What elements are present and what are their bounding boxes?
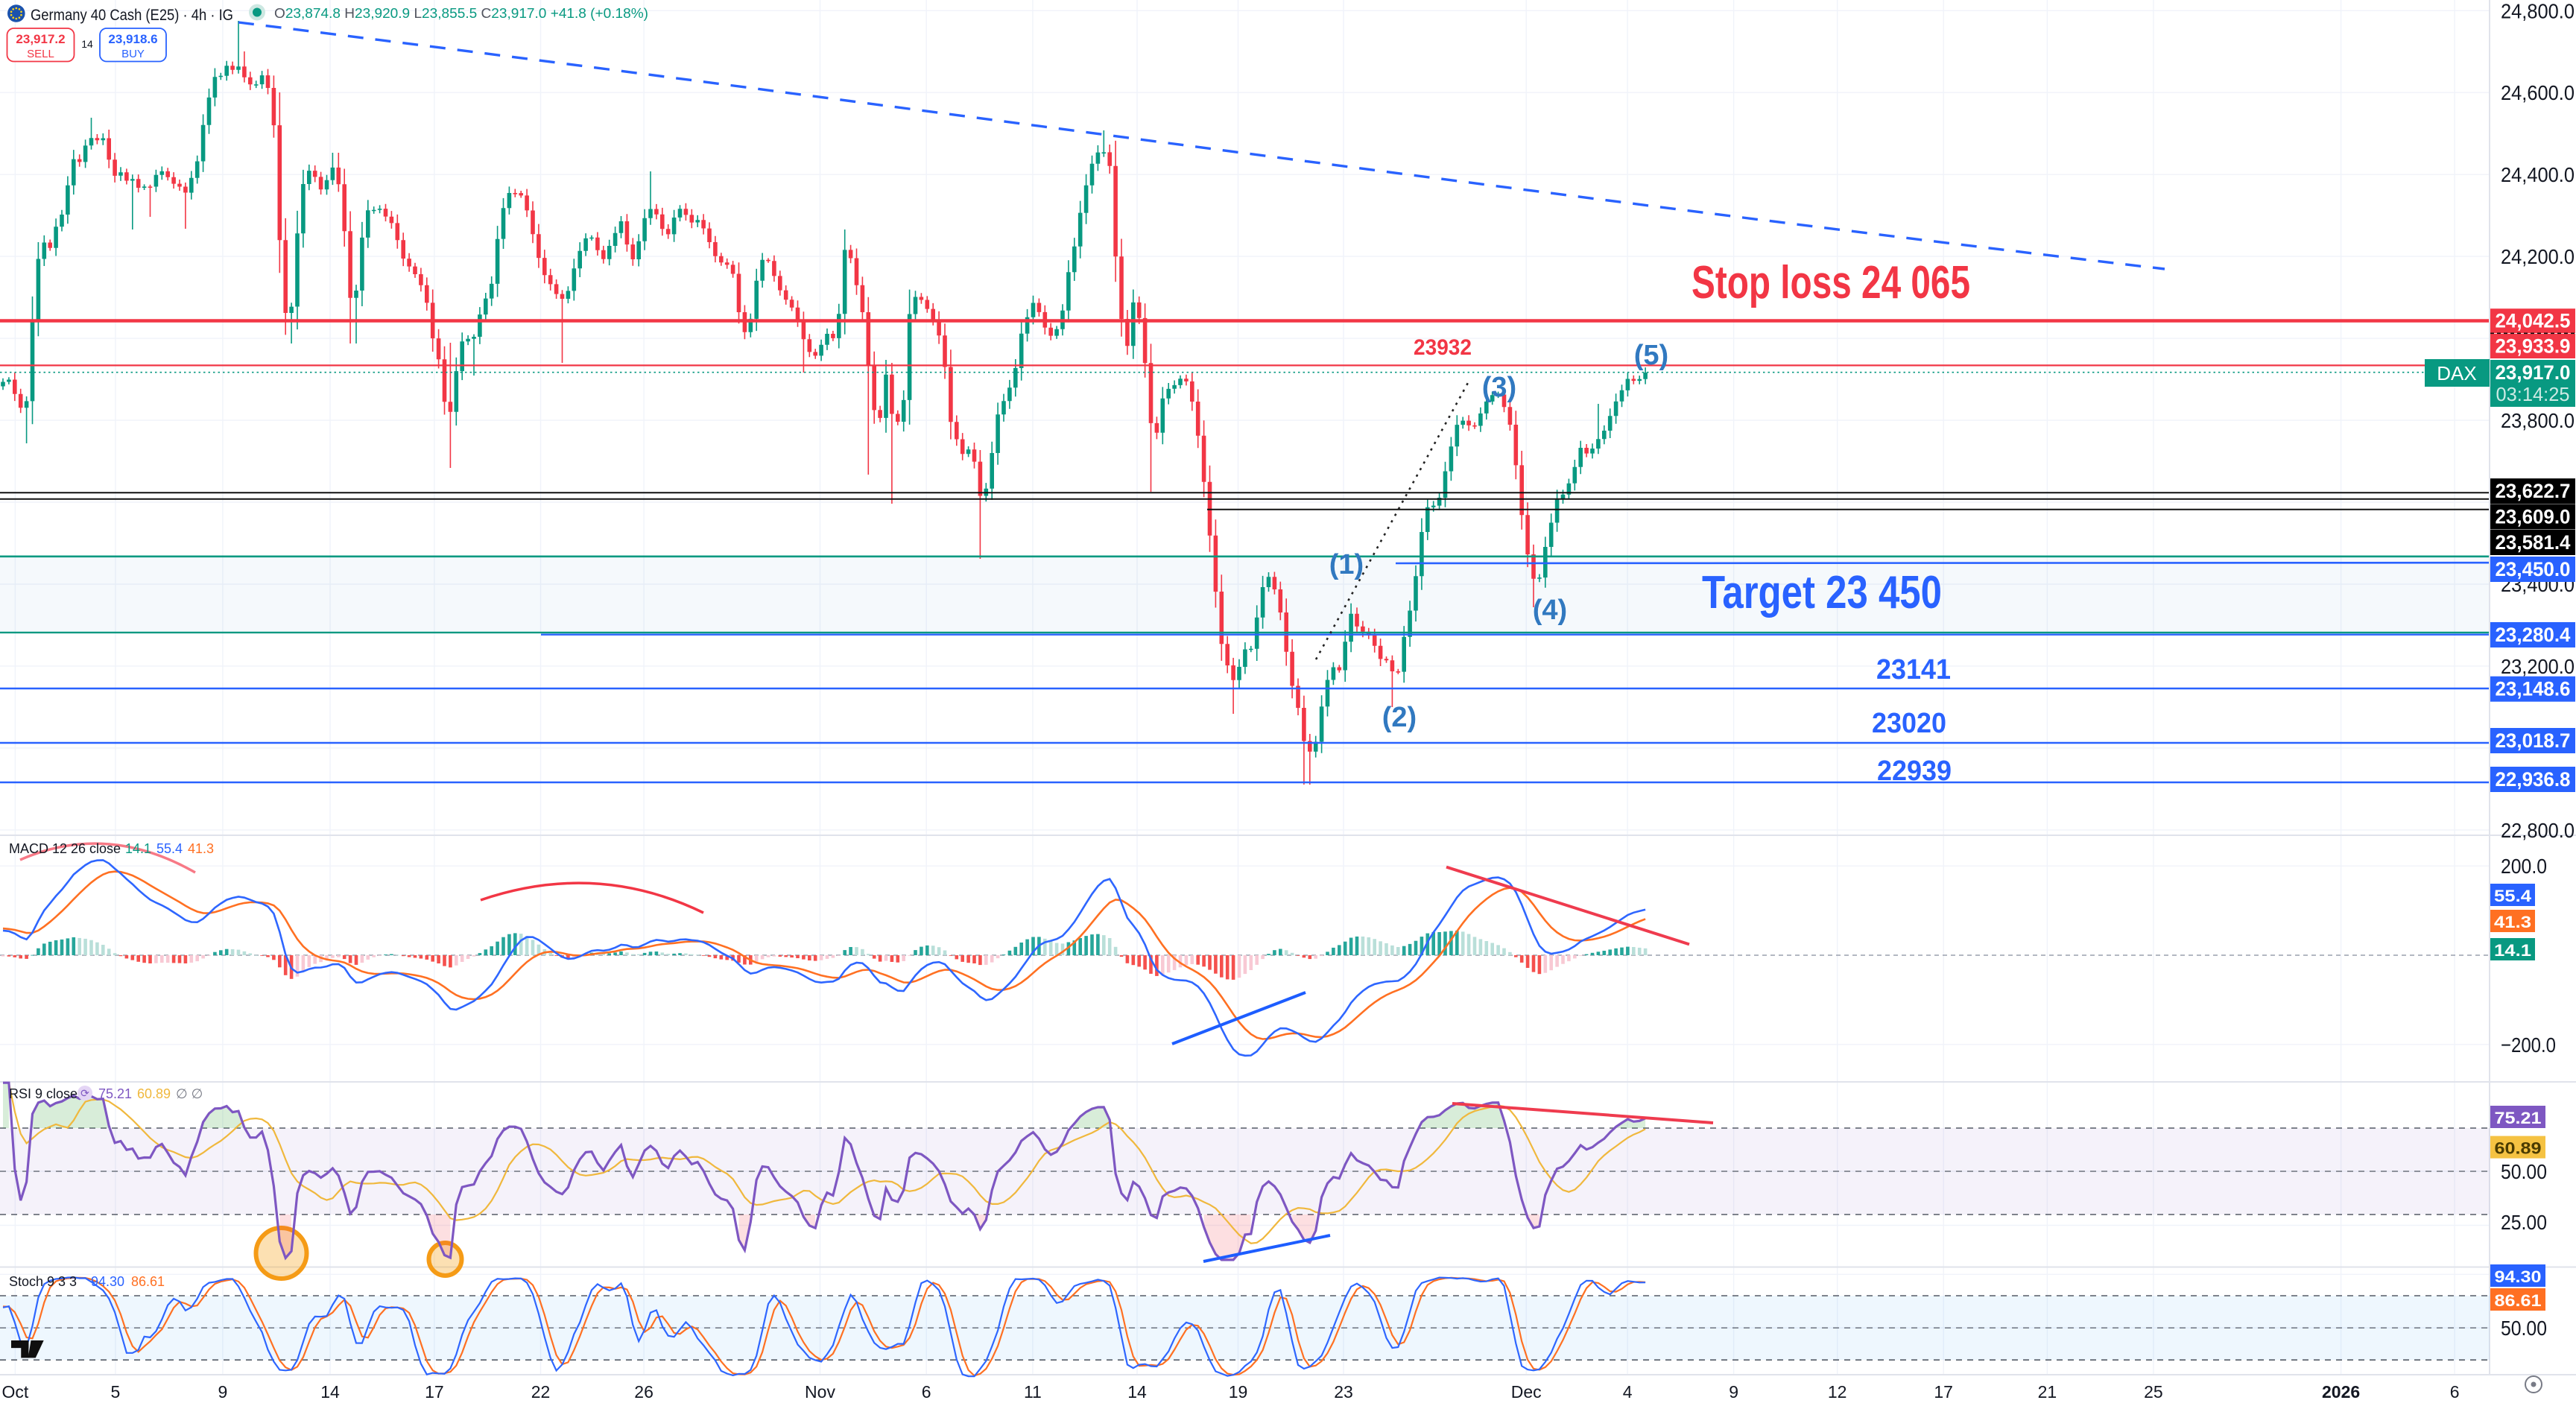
svg-text:23,200.0: 23,200.0 [2501, 655, 2575, 678]
svg-text:12: 12 [1828, 1382, 1847, 1402]
svg-text:23932: 23932 [1414, 335, 1472, 360]
svg-text:94.30: 94.30 [2495, 1267, 2542, 1286]
svg-text:RSI 9 close: RSI 9 close [9, 1086, 77, 1101]
svg-text:23,917.0: 23,917.0 [2496, 361, 2571, 384]
svg-text:14.1: 14.1 [125, 841, 151, 856]
svg-text:11: 11 [1024, 1382, 1042, 1402]
svg-text:19: 19 [1229, 1382, 1248, 1402]
svg-text:4: 4 [1623, 1382, 1633, 1402]
svg-text:23,148.6: 23,148.6 [2496, 678, 2571, 700]
svg-text:23: 23 [1334, 1382, 1353, 1402]
svg-text:23020: 23020 [1872, 708, 1946, 739]
svg-text:23,018.7: 23,018.7 [2496, 729, 2571, 752]
svg-text:23,622.7: 23,622.7 [2496, 480, 2571, 502]
svg-text:Target 23 450: Target 23 450 [1702, 567, 1942, 618]
svg-text:14.1: 14.1 [2494, 941, 2531, 960]
svg-text:MACD 12 26 close: MACD 12 26 close [9, 841, 121, 856]
svg-text:Nov: Nov [805, 1382, 835, 1402]
svg-text:25: 25 [2144, 1382, 2163, 1402]
svg-text:−200.0: −200.0 [2501, 1033, 2556, 1057]
svg-text:23,609.0: 23,609.0 [2496, 506, 2571, 528]
svg-text:(4): (4) [1533, 595, 1567, 626]
svg-text:Dec: Dec [1511, 1382, 1542, 1402]
svg-text:⟳: ⟳ [80, 1087, 89, 1099]
svg-text:(1): (1) [1329, 549, 1364, 580]
svg-text:23,450.0: 23,450.0 [2496, 558, 2571, 580]
svg-text:25.00: 25.00 [2501, 1211, 2547, 1234]
svg-text:03:14:25: 03:14:25 [2496, 383, 2570, 405]
svg-text:23,800.0: 23,800.0 [2501, 409, 2575, 432]
svg-text:∅ ∅: ∅ ∅ [176, 1086, 203, 1101]
svg-text:O23,874.8 H23,920.9 L23,855.5: O23,874.8 H23,920.9 L23,855.5 C23,917.0 … [274, 6, 648, 21]
svg-text:75.21: 75.21 [98, 1086, 132, 1101]
svg-text:2026: 2026 [2322, 1382, 2360, 1402]
svg-text:22: 22 [531, 1382, 551, 1402]
svg-text:200.0: 200.0 [2501, 855, 2547, 878]
svg-text:6: 6 [922, 1382, 931, 1402]
svg-text:9: 9 [218, 1382, 228, 1402]
svg-text:14: 14 [320, 1382, 340, 1402]
svg-text:50.00: 50.00 [2501, 1160, 2547, 1183]
svg-text:17: 17 [1934, 1382, 1953, 1402]
svg-text:23,933.9: 23,933.9 [2496, 335, 2571, 358]
svg-text:17: 17 [425, 1382, 444, 1402]
svg-text:5: 5 [111, 1382, 121, 1402]
svg-text:23,280.4: 23,280.4 [2496, 624, 2571, 646]
svg-text:26: 26 [634, 1382, 654, 1402]
svg-text:94.30: 94.30 [91, 1274, 124, 1289]
svg-text:24,400.0: 24,400.0 [2501, 163, 2575, 186]
svg-text:24,800.0: 24,800.0 [2501, 0, 2575, 22]
svg-text:(3): (3) [1482, 372, 1516, 403]
svg-text:BUY: BUY [121, 48, 145, 60]
svg-text:6: 6 [2450, 1382, 2460, 1402]
svg-text:23,917.2: 23,917.2 [16, 32, 65, 46]
svg-text:23,918.6: 23,918.6 [108, 32, 157, 46]
svg-text:23141: 23141 [1876, 654, 1951, 685]
svg-text:60.89: 60.89 [2495, 1139, 2542, 1158]
svg-text:24,042.5: 24,042.5 [2496, 310, 2571, 332]
svg-text:22,800.0: 22,800.0 [2501, 819, 2575, 842]
svg-text:41.3: 41.3 [2494, 913, 2531, 931]
svg-text:Stop loss 24 065: Stop loss 24 065 [1692, 257, 1970, 308]
svg-text:55.4: 55.4 [156, 841, 183, 856]
svg-text:86.61: 86.61 [2495, 1291, 2542, 1310]
svg-text:50.00: 50.00 [2501, 1317, 2547, 1340]
svg-text:SELL: SELL [27, 48, 54, 60]
svg-text:86.61: 86.61 [131, 1274, 165, 1289]
svg-text:22939: 22939 [1877, 756, 1952, 787]
svg-text:(2): (2) [1382, 702, 1417, 733]
svg-text:60.89: 60.89 [137, 1086, 171, 1101]
svg-text:75.21: 75.21 [2495, 1109, 2542, 1127]
svg-text:Stoch 9 3 3: Stoch 9 3 3 [9, 1274, 77, 1289]
svg-text:DAX: DAX [2437, 362, 2476, 384]
svg-text:Germany 40 Cash (E25) · 4h · I: Germany 40 Cash (E25) · 4h · IG [31, 7, 233, 24]
svg-text:24,200.0: 24,200.0 [2501, 245, 2575, 268]
svg-text:21: 21 [2038, 1382, 2057, 1402]
svg-text:24,600.0: 24,600.0 [2501, 81, 2575, 104]
svg-text:14: 14 [1127, 1382, 1147, 1402]
svg-text:Oct: Oct [2, 1382, 29, 1402]
svg-text:14: 14 [81, 38, 93, 50]
svg-text:55.4: 55.4 [2494, 887, 2532, 905]
svg-text:(5): (5) [1634, 340, 1668, 371]
svg-text:41.3: 41.3 [188, 841, 214, 856]
svg-text:9: 9 [1729, 1382, 1738, 1402]
svg-text:22,936.8: 22,936.8 [2496, 768, 2571, 791]
svg-text:23,581.4: 23,581.4 [2496, 531, 2571, 554]
